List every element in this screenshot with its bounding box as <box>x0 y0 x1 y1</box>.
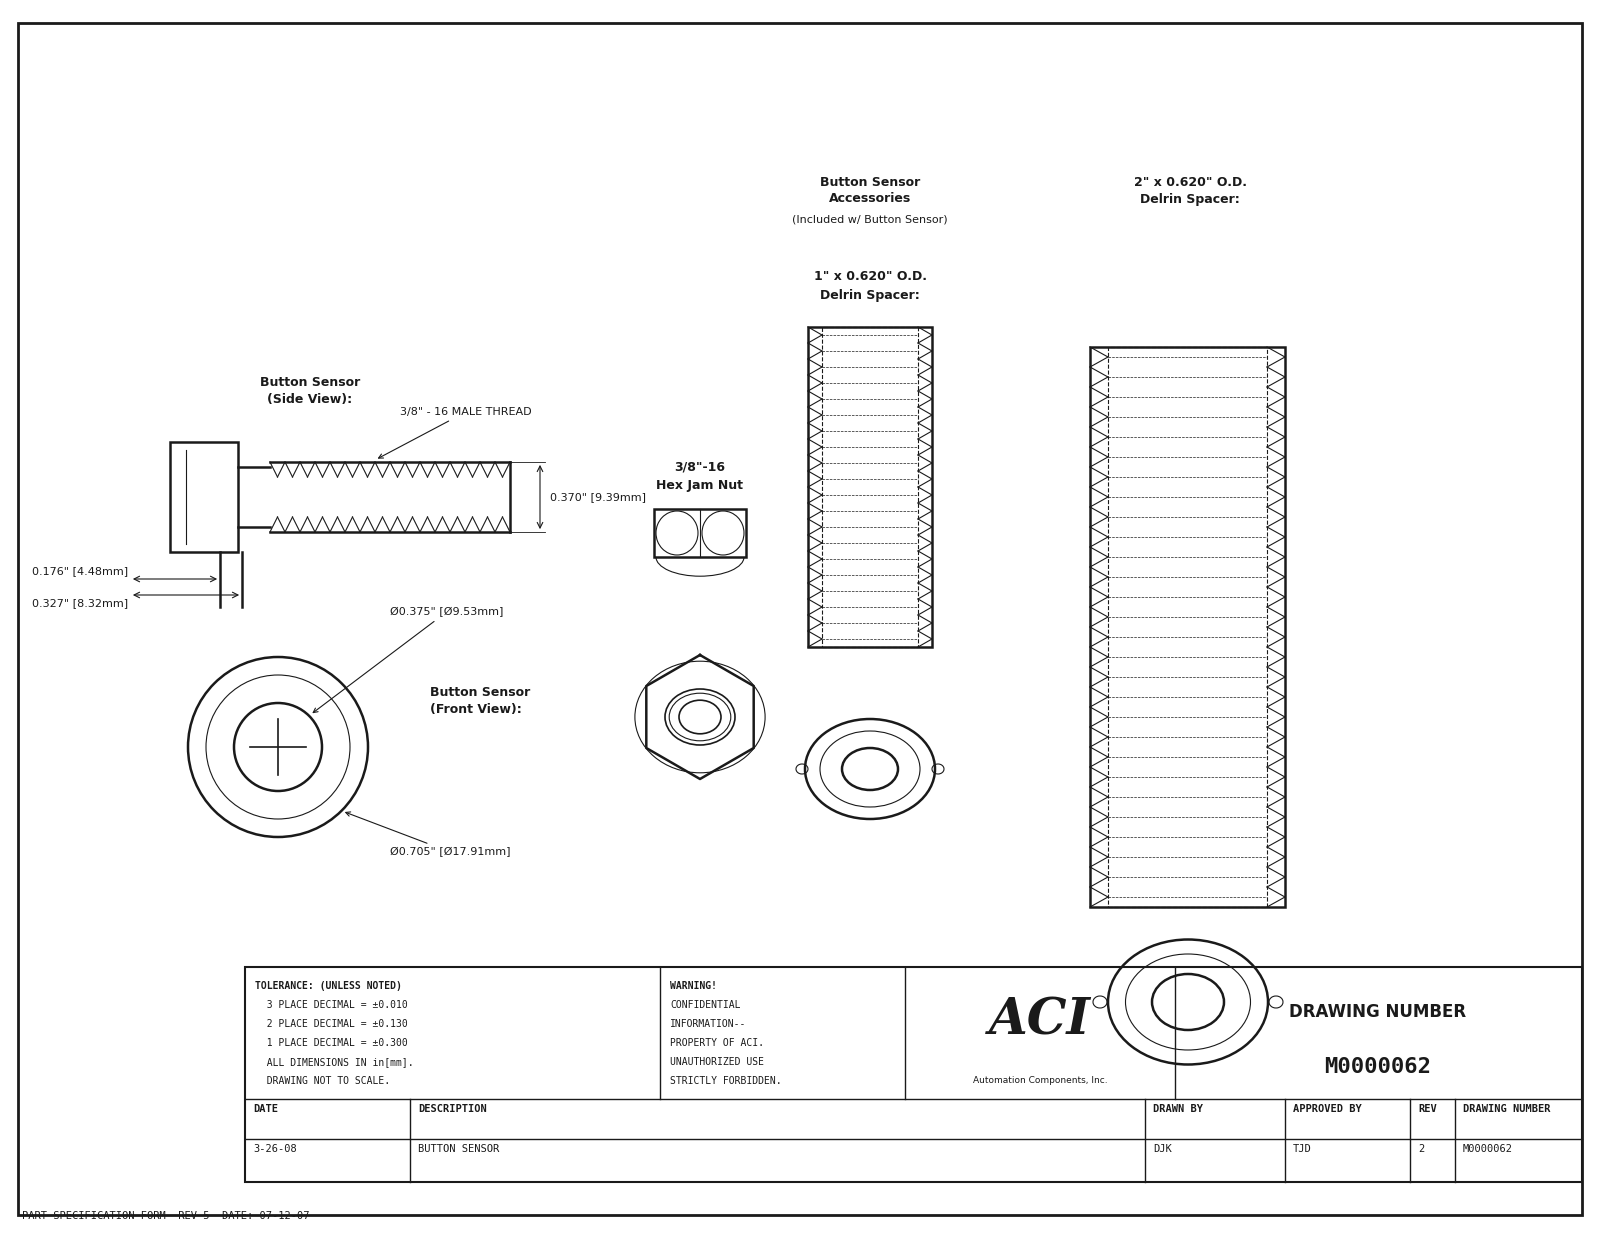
Text: 1 PLACE DECIMAL = ±0.300: 1 PLACE DECIMAL = ±0.300 <box>254 1038 408 1048</box>
Bar <box>654 508 746 557</box>
Text: Delrin Spacer:: Delrin Spacer: <box>821 288 920 302</box>
Bar <box>1107 348 1267 907</box>
Text: 0.327" [8.32mm]: 0.327" [8.32mm] <box>32 597 128 609</box>
Bar <box>822 327 918 647</box>
Text: ACI: ACI <box>989 997 1091 1045</box>
Text: DJK: DJK <box>1154 1144 1171 1154</box>
Text: 2 PLACE DECIMAL = ±0.130: 2 PLACE DECIMAL = ±0.130 <box>254 1019 408 1029</box>
Text: 3/8" - 16 MALE THREAD: 3/8" - 16 MALE THREAD <box>379 407 531 458</box>
Text: TOLERANCE: (UNLESS NOTED): TOLERANCE: (UNLESS NOTED) <box>254 981 402 991</box>
Text: Delrin Spacer:: Delrin Spacer: <box>1141 193 1240 205</box>
Text: Button Sensor: Button Sensor <box>430 685 530 699</box>
Text: UNAUTHORIZED USE: UNAUTHORIZED USE <box>670 1056 765 1068</box>
Text: DRAWN BY: DRAWN BY <box>1154 1103 1203 1115</box>
Text: Hex Jam Nut: Hex Jam Nut <box>656 479 744 491</box>
Text: WARNING!: WARNING! <box>670 981 717 991</box>
Bar <box>1090 348 1285 907</box>
Text: M0000062: M0000062 <box>1325 1056 1432 1077</box>
Text: 3-26-08: 3-26-08 <box>253 1144 296 1154</box>
Text: PROPERTY OF ACI.: PROPERTY OF ACI. <box>670 1038 765 1048</box>
Bar <box>170 442 238 552</box>
Text: DESCRIPTION: DESCRIPTION <box>418 1103 486 1115</box>
Text: 1" x 0.620" O.D.: 1" x 0.620" O.D. <box>813 271 926 283</box>
Text: TJD: TJD <box>1293 1144 1312 1154</box>
Text: INFORMATION--: INFORMATION-- <box>670 1019 746 1029</box>
Bar <box>245 967 1582 1183</box>
Text: REV: REV <box>1418 1103 1437 1115</box>
Text: Ø0.705" [Ø17.91mm]: Ø0.705" [Ø17.91mm] <box>346 811 510 857</box>
Text: Button Sensor: Button Sensor <box>819 176 920 188</box>
Text: 0.370" [9.39mm]: 0.370" [9.39mm] <box>550 492 646 502</box>
Text: STRICTLY FORBIDDEN.: STRICTLY FORBIDDEN. <box>670 1076 782 1086</box>
Text: BUTTON SENSOR: BUTTON SENSOR <box>418 1144 499 1154</box>
Text: 0.176" [4.48mm]: 0.176" [4.48mm] <box>32 567 128 576</box>
Text: CONFIDENTIAL: CONFIDENTIAL <box>670 999 741 1009</box>
Text: Ø0.375" [Ø9.53mm]: Ø0.375" [Ø9.53mm] <box>314 607 504 713</box>
Text: Automation Components, Inc.: Automation Components, Inc. <box>973 1076 1107 1085</box>
Text: ALL DIMENSIONS IN in[mm].: ALL DIMENSIONS IN in[mm]. <box>254 1056 414 1068</box>
Text: Button Sensor: Button Sensor <box>259 376 360 388</box>
Text: Accessories: Accessories <box>829 193 910 205</box>
Text: DATE: DATE <box>253 1103 278 1115</box>
Text: PART SPECIFICATION FORM  REV 5  DATE: 07-12-07: PART SPECIFICATION FORM REV 5 DATE: 07-1… <box>22 1211 309 1221</box>
Text: (Front View):: (Front View): <box>430 703 522 715</box>
Text: DRAWING NOT TO SCALE.: DRAWING NOT TO SCALE. <box>254 1076 390 1086</box>
Text: APPROVED BY: APPROVED BY <box>1293 1103 1362 1115</box>
Text: 3/8"-16: 3/8"-16 <box>675 460 725 474</box>
Text: 3 PLACE DECIMAL = ±0.010: 3 PLACE DECIMAL = ±0.010 <box>254 999 408 1009</box>
Text: (Side View):: (Side View): <box>267 392 352 406</box>
Bar <box>808 327 931 647</box>
Text: DRAWING NUMBER: DRAWING NUMBER <box>1290 1003 1467 1021</box>
Text: M0000062: M0000062 <box>1462 1144 1514 1154</box>
Text: (Included w/ Button Sensor): (Included w/ Button Sensor) <box>792 214 947 224</box>
Text: 2: 2 <box>1418 1144 1424 1154</box>
Text: 2" x 0.620" O.D.: 2" x 0.620" O.D. <box>1133 176 1246 188</box>
Text: DRAWING NUMBER: DRAWING NUMBER <box>1462 1103 1550 1115</box>
